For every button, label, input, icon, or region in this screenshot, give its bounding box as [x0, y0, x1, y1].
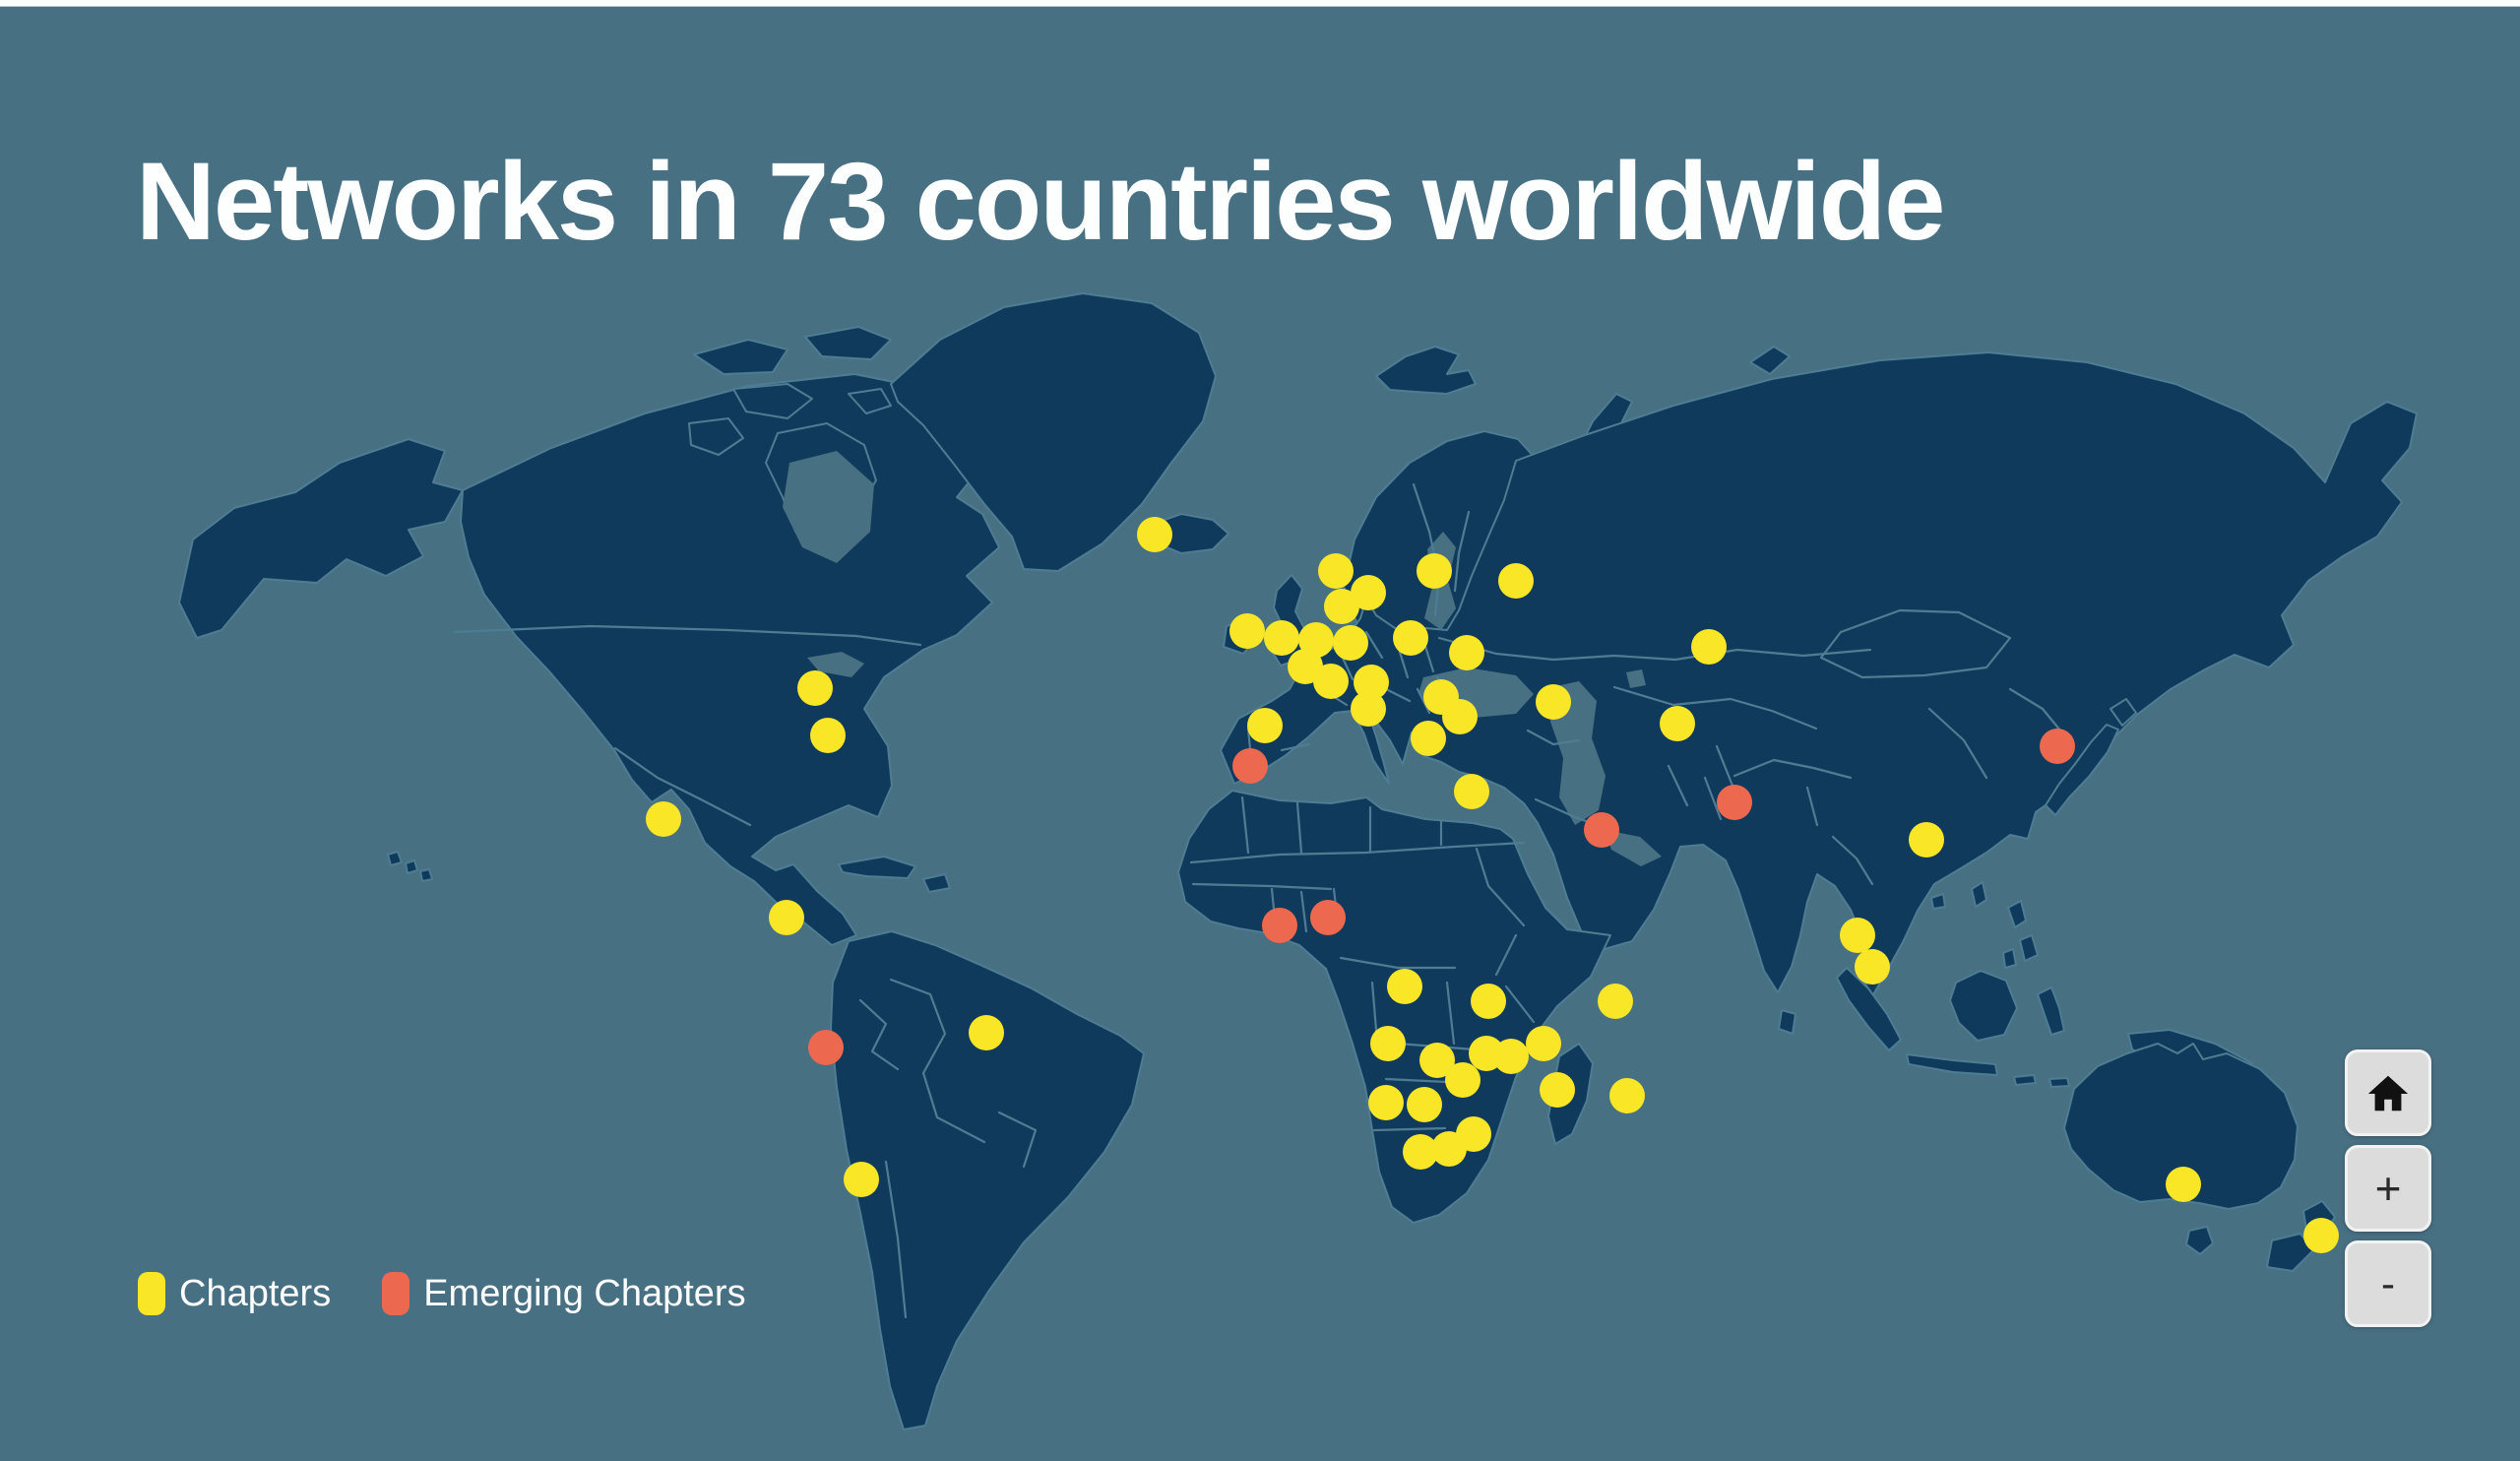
land-caribbean	[838, 856, 951, 893]
top-strip	[0, 0, 2520, 7]
chapter-marker[interactable]	[1407, 1087, 1442, 1122]
chapter-marker[interactable]	[1456, 1116, 1491, 1152]
hudson-bay	[783, 451, 874, 563]
chapter-marker[interactable]	[1417, 553, 1452, 589]
chapter-marker[interactable]	[810, 718, 846, 753]
land-africa	[1177, 790, 1611, 1224]
chapters-label: Chapters	[179, 1273, 332, 1314]
landmasses	[178, 292, 2418, 1430]
chapter-marker[interactable]	[1229, 613, 1265, 649]
chapter-marker[interactable]	[1318, 553, 1354, 589]
chapter-marker[interactable]	[1411, 721, 1446, 756]
chapter-marker[interactable]	[1351, 575, 1386, 610]
land-greenland	[890, 292, 1217, 572]
chapter-marker[interactable]	[1442, 699, 1478, 734]
chapter-marker[interactable]	[2303, 1218, 2339, 1253]
persian-gulf	[1605, 830, 1662, 866]
chapter-marker[interactable]	[1691, 629, 1727, 665]
home-button[interactable]	[2345, 1049, 2431, 1136]
chapter-marker[interactable]	[1909, 822, 1944, 858]
land-japan	[2045, 698, 2137, 816]
chapter-marker[interactable]	[1419, 1043, 1455, 1078]
chapter-marker[interactable]	[1445, 1062, 1480, 1098]
chapter-marker[interactable]	[1471, 984, 1506, 1019]
map-controls: + -	[2345, 1049, 2431, 1327]
emerging-chapter-marker[interactable]	[808, 1030, 844, 1065]
chapter-marker[interactable]	[1313, 664, 1349, 699]
emerging-chapter-marker[interactable]	[1232, 748, 1268, 784]
land-alaska	[178, 438, 464, 639]
emerging-chapter-marker[interactable]	[1584, 812, 1619, 848]
chapter-marker[interactable]	[769, 900, 804, 935]
page-title: Networks in 73 countries worldwide	[136, 140, 1945, 263]
caspian-sea	[1550, 681, 1606, 825]
chapter-marker[interactable]	[1855, 949, 1890, 985]
land-svalbard	[1375, 346, 1477, 395]
chapter-marker[interactable]	[1137, 517, 1172, 552]
chapter-marker[interactable]	[1387, 969, 1422, 1004]
land-hawaii	[387, 851, 433, 882]
chapter-marker[interactable]	[1368, 1085, 1404, 1120]
chapter-marker[interactable]	[1493, 1039, 1529, 1074]
chapter-marker[interactable]	[844, 1162, 879, 1197]
legend: Chapters Emerging Chapters	[138, 1272, 746, 1315]
country-borders	[453, 482, 2067, 1319]
land-taiwan-philippines	[1930, 881, 2039, 969]
chapters-swatch-icon	[138, 1272, 165, 1315]
great-lakes	[807, 652, 864, 677]
land-eurasia	[1220, 351, 2418, 997]
chapter-marker[interactable]	[1403, 1134, 1438, 1170]
chapter-marker[interactable]	[1526, 1026, 1561, 1061]
chapter-marker[interactable]	[1370, 1026, 1406, 1061]
chapter-marker[interactable]	[1609, 1078, 1645, 1113]
chapter-marker[interactable]	[1324, 589, 1359, 624]
chapter-marker[interactable]	[1351, 691, 1386, 727]
home-icon	[2367, 1075, 2409, 1112]
zoom-out-button[interactable]: -	[2345, 1240, 2431, 1327]
chapter-marker[interactable]	[1354, 665, 1389, 700]
chapter-marker[interactable]	[1288, 649, 1323, 684]
emerging-chapters-swatch-icon	[382, 1272, 410, 1315]
chapter-marker[interactable]	[1498, 563, 1534, 599]
land-south-america	[830, 930, 1145, 1430]
land-australia	[2063, 1043, 2299, 1210]
chapter-marker[interactable]	[1449, 635, 1484, 670]
chapter-marker[interactable]	[1840, 918, 1875, 953]
aral-sea	[1626, 669, 1646, 688]
emerging-chapter-marker[interactable]	[1310, 900, 1346, 935]
land-north-america	[460, 373, 1000, 946]
chapter-marker[interactable]	[1598, 984, 1633, 1019]
chapter-marker[interactable]	[2166, 1167, 2201, 1202]
legend-item-chapters: Chapters	[138, 1272, 331, 1315]
emerging-chapter-marker[interactable]	[2040, 729, 2075, 764]
chapter-marker[interactable]	[1660, 706, 1695, 741]
chapter-marker[interactable]	[1393, 620, 1428, 656]
chapter-marker[interactable]	[969, 1015, 1004, 1050]
emerging-chapter-marker[interactable]	[1717, 785, 1752, 820]
chapter-marker[interactable]	[1540, 1072, 1575, 1108]
emerging-chapters-label: Emerging Chapters	[423, 1273, 746, 1314]
chapter-marker[interactable]	[1536, 684, 1571, 720]
chapter-marker[interactable]	[1264, 620, 1299, 656]
land-sri-lanka	[1778, 1009, 1796, 1035]
emerging-chapter-marker[interactable]	[1262, 908, 1297, 943]
chapter-marker[interactable]	[1247, 708, 1283, 743]
map-markers	[646, 517, 2339, 1253]
chapter-marker[interactable]	[1298, 622, 1334, 658]
zoom-in-button[interactable]: +	[2345, 1145, 2431, 1232]
chapter-marker[interactable]	[1333, 625, 1368, 661]
chapter-marker[interactable]	[797, 670, 833, 706]
legend-item-emerging-chapters: Emerging Chapters	[382, 1272, 746, 1315]
chapter-marker[interactable]	[646, 801, 681, 837]
chapter-marker[interactable]	[1454, 774, 1489, 809]
